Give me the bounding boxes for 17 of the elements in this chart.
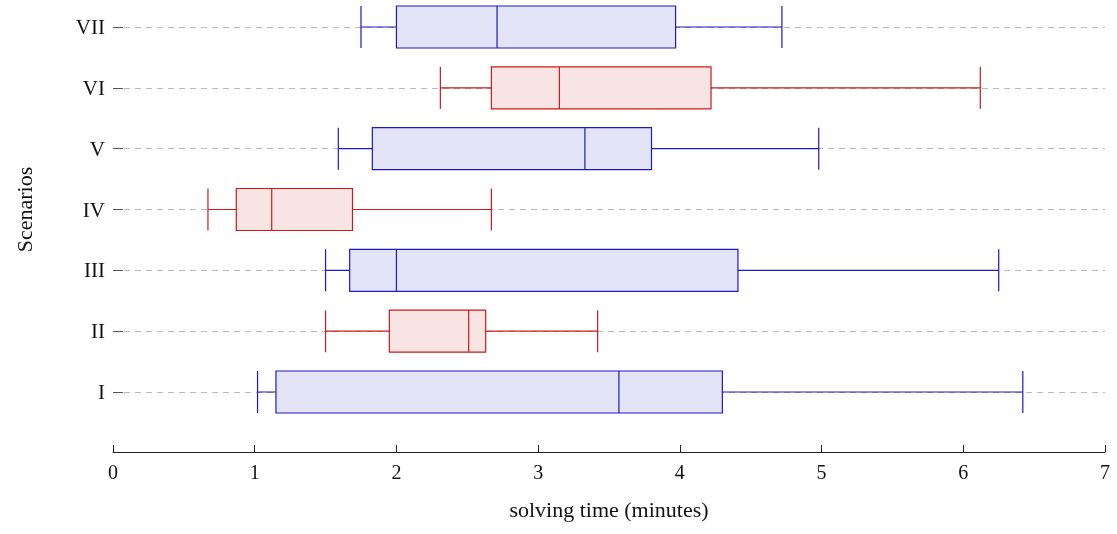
y-tick-label: III: [84, 258, 105, 283]
x-tick-label: 0: [108, 461, 118, 483]
x-axis-title: solving time (minutes): [509, 496, 709, 522]
y-tick-label: V: [89, 136, 105, 161]
x-tick-label: 1: [249, 461, 260, 483]
y-tick-label: IV: [82, 197, 105, 222]
y-tick-label: I: [98, 380, 105, 404]
y-tick-label: VII: [75, 15, 105, 39]
y-axis-title: Scenarios: [11, 166, 37, 253]
y-tick-label: VI: [82, 75, 105, 100]
y-tick-label: II: [91, 319, 105, 344]
x-tick-label: 4: [674, 461, 685, 483]
x-tick-label: 6: [958, 461, 969, 483]
x-tick-label: 7: [1100, 461, 1110, 483]
x-tick-label: 3: [533, 461, 544, 483]
x-tick-label: 5: [816, 461, 827, 483]
x-tick-label: 2: [391, 461, 402, 483]
